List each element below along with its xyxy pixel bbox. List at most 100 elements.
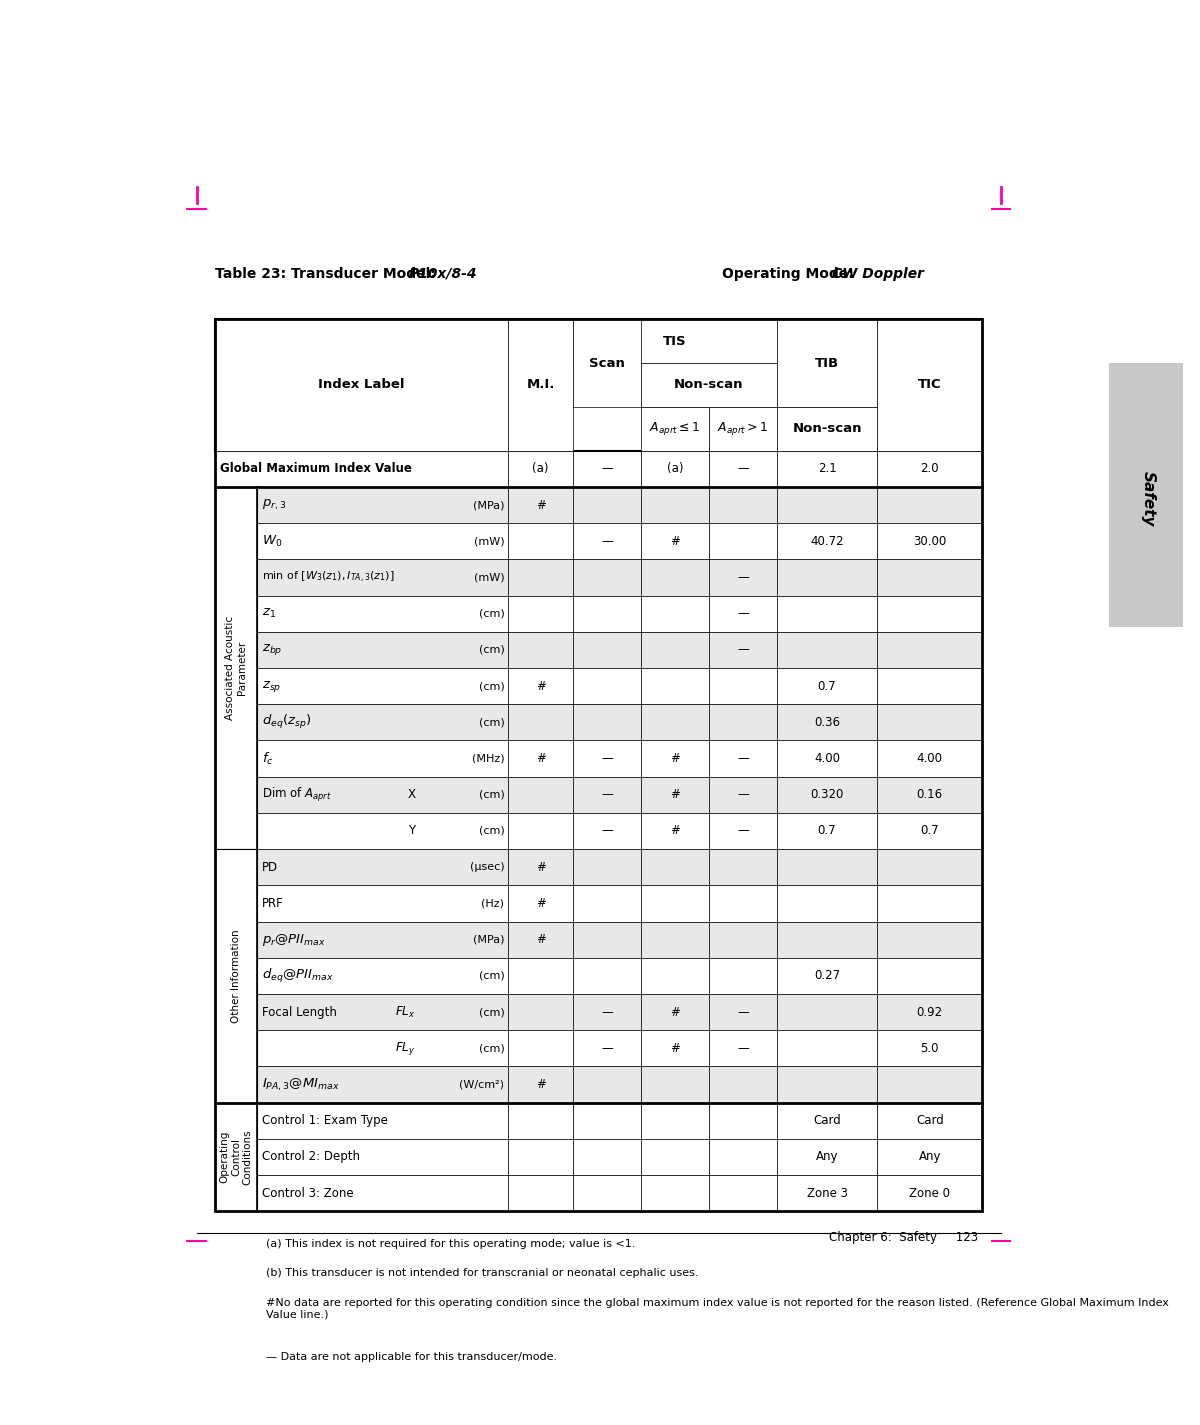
Text: Control 3: Zone: Control 3: Zone bbox=[262, 1187, 353, 1200]
Bar bbox=[877, 1103, 983, 1139]
Bar bbox=[709, 922, 776, 958]
Bar bbox=[508, 1176, 574, 1211]
Bar bbox=[776, 560, 877, 596]
Bar bbox=[877, 812, 983, 849]
Text: Card: Card bbox=[916, 1114, 943, 1127]
Text: (cm): (cm) bbox=[479, 789, 504, 799]
Text: (a) This index is not required for this operating mode; value is <1.: (a) This index is not required for this … bbox=[266, 1238, 636, 1248]
Text: (μsec): (μsec) bbox=[469, 862, 504, 872]
Text: (cm): (cm) bbox=[479, 1007, 504, 1017]
Text: 0.7: 0.7 bbox=[920, 825, 940, 838]
Text: (a): (a) bbox=[533, 462, 548, 476]
Text: Dim of $A_{aprt}$: Dim of $A_{aprt}$ bbox=[262, 785, 331, 804]
Bar bbox=[709, 849, 776, 885]
Bar bbox=[776, 849, 877, 885]
Text: Global Maximum Index Value: Global Maximum Index Value bbox=[220, 462, 412, 476]
Text: (W/cm²): (W/cm²) bbox=[460, 1080, 504, 1090]
Bar bbox=[641, 408, 709, 450]
Bar bbox=[641, 885, 709, 922]
Bar bbox=[709, 1139, 776, 1176]
Bar bbox=[574, 319, 776, 363]
Bar bbox=[215, 1103, 257, 1139]
Bar bbox=[776, 958, 877, 995]
Bar bbox=[709, 1030, 776, 1066]
Bar bbox=[257, 741, 508, 777]
Text: 4.00: 4.00 bbox=[814, 752, 840, 765]
Bar bbox=[776, 668, 877, 704]
Bar bbox=[709, 812, 776, 849]
Text: #: # bbox=[535, 499, 546, 512]
Text: CW Doppler: CW Doppler bbox=[832, 266, 924, 281]
Text: (Hz): (Hz) bbox=[481, 898, 504, 908]
Bar bbox=[215, 1139, 257, 1176]
Bar bbox=[877, 668, 983, 704]
Bar bbox=[257, 1139, 508, 1176]
Text: (a): (a) bbox=[667, 462, 683, 476]
Bar bbox=[508, 1139, 574, 1176]
Bar bbox=[574, 922, 641, 958]
Bar bbox=[574, 849, 641, 885]
Bar bbox=[776, 487, 877, 523]
Text: —: — bbox=[601, 534, 613, 547]
Bar bbox=[257, 704, 508, 741]
Text: Zone 3: Zone 3 bbox=[806, 1187, 847, 1200]
Text: Control 1: Exam Type: Control 1: Exam Type bbox=[262, 1114, 388, 1127]
Bar bbox=[257, 1103, 508, 1139]
Bar bbox=[641, 1139, 709, 1176]
Text: #: # bbox=[670, 752, 680, 765]
Bar bbox=[574, 560, 641, 596]
Bar bbox=[508, 631, 574, 668]
Bar bbox=[257, 849, 508, 885]
Text: #: # bbox=[670, 825, 680, 838]
Bar bbox=[574, 1030, 641, 1066]
Bar bbox=[877, 1066, 983, 1103]
Bar bbox=[574, 885, 641, 922]
Bar bbox=[776, 777, 877, 812]
Bar bbox=[776, 1066, 877, 1103]
Bar bbox=[257, 560, 508, 596]
Bar bbox=[257, 596, 508, 631]
Bar bbox=[877, 704, 983, 741]
Text: —: — bbox=[601, 1042, 613, 1054]
Text: —: — bbox=[737, 825, 749, 838]
Text: $p_{r,3}$: $p_{r,3}$ bbox=[262, 497, 286, 512]
Bar bbox=[574, 704, 641, 741]
Bar bbox=[641, 596, 709, 631]
Bar bbox=[215, 487, 257, 523]
Bar bbox=[709, 487, 776, 523]
Text: #: # bbox=[670, 534, 680, 547]
Bar bbox=[508, 523, 574, 560]
Bar bbox=[776, 995, 877, 1030]
Bar bbox=[508, 995, 574, 1030]
Text: Operating Mode:: Operating Mode: bbox=[722, 266, 858, 281]
Bar bbox=[877, 450, 983, 487]
Bar bbox=[215, 523, 257, 560]
Bar bbox=[877, 777, 983, 812]
Bar bbox=[574, 958, 641, 995]
Text: —: — bbox=[737, 788, 749, 801]
Bar bbox=[574, 523, 641, 560]
Bar bbox=[257, 487, 508, 523]
Text: $z_{sp}$: $z_{sp}$ bbox=[262, 678, 281, 694]
Text: 2.1: 2.1 bbox=[817, 462, 836, 476]
Bar bbox=[215, 704, 257, 741]
Text: #No data are reported for this operating condition since the global maximum inde: #No data are reported for this operating… bbox=[266, 1298, 1169, 1320]
Bar bbox=[508, 704, 574, 741]
Text: $d_{eq}(z_{sp})$: $d_{eq}(z_{sp})$ bbox=[262, 714, 311, 731]
Text: —: — bbox=[601, 788, 613, 801]
Bar bbox=[508, 668, 574, 704]
Bar bbox=[574, 812, 641, 849]
Bar bbox=[508, 1103, 574, 1139]
Bar bbox=[877, 1139, 983, 1176]
Bar bbox=[508, 1066, 574, 1103]
Text: Other Information: Other Information bbox=[232, 929, 241, 1023]
Bar bbox=[776, 812, 877, 849]
Bar bbox=[877, 995, 983, 1030]
Bar bbox=[641, 487, 709, 523]
Bar bbox=[215, 741, 257, 777]
Text: Non-scan: Non-scan bbox=[792, 422, 862, 436]
Bar bbox=[776, 408, 877, 450]
Text: Any: Any bbox=[816, 1150, 839, 1163]
Text: —: — bbox=[737, 1006, 749, 1019]
Text: Scan: Scan bbox=[589, 356, 625, 369]
